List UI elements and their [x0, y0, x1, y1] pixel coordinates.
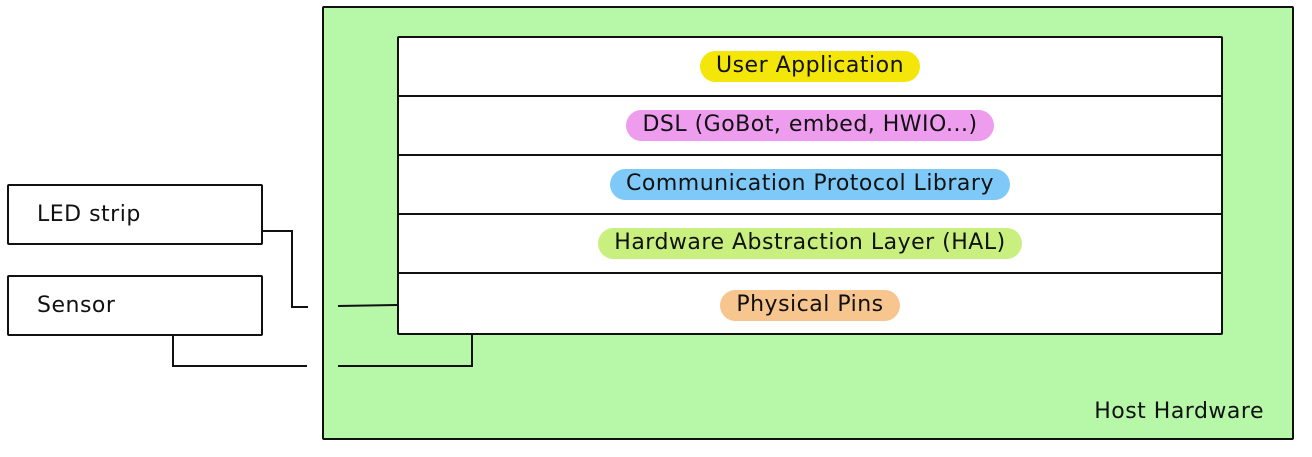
layer-label: User Application	[699, 51, 921, 82]
device-led-strip: LED strip	[7, 184, 263, 245]
layer-user-application: User Application	[399, 38, 1221, 97]
led-strip-wire-inner	[337, 304, 398, 307]
layer-label: DSL (GoBot, embed, HWIO...)	[626, 110, 994, 141]
layer-label: Hardware Abstraction Layer (HAL)	[598, 228, 1022, 259]
layer-physical-pins: Physical Pins	[399, 276, 1221, 335]
sensor-wire	[172, 336, 307, 367]
sensor-wire-inner	[338, 335, 473, 367]
host-hardware-label: Host Hardware	[1094, 399, 1264, 424]
software-stack: User Application DSL (GoBot, embed, HWIO…	[397, 36, 1223, 335]
layer-hal: Hardware Abstraction Layer (HAL)	[399, 215, 1221, 274]
led-strip-wire	[263, 230, 308, 308]
device-sensor: Sensor	[7, 275, 263, 336]
device-label: Sensor	[37, 293, 116, 318]
layer-label: Physical Pins	[720, 290, 900, 321]
layer-label: Communication Protocol Library	[610, 169, 1010, 200]
device-label: LED strip	[37, 202, 141, 227]
layer-dsl: DSL (GoBot, embed, HWIO...)	[399, 97, 1221, 156]
layer-communication-protocol: Communication Protocol Library	[399, 156, 1221, 215]
